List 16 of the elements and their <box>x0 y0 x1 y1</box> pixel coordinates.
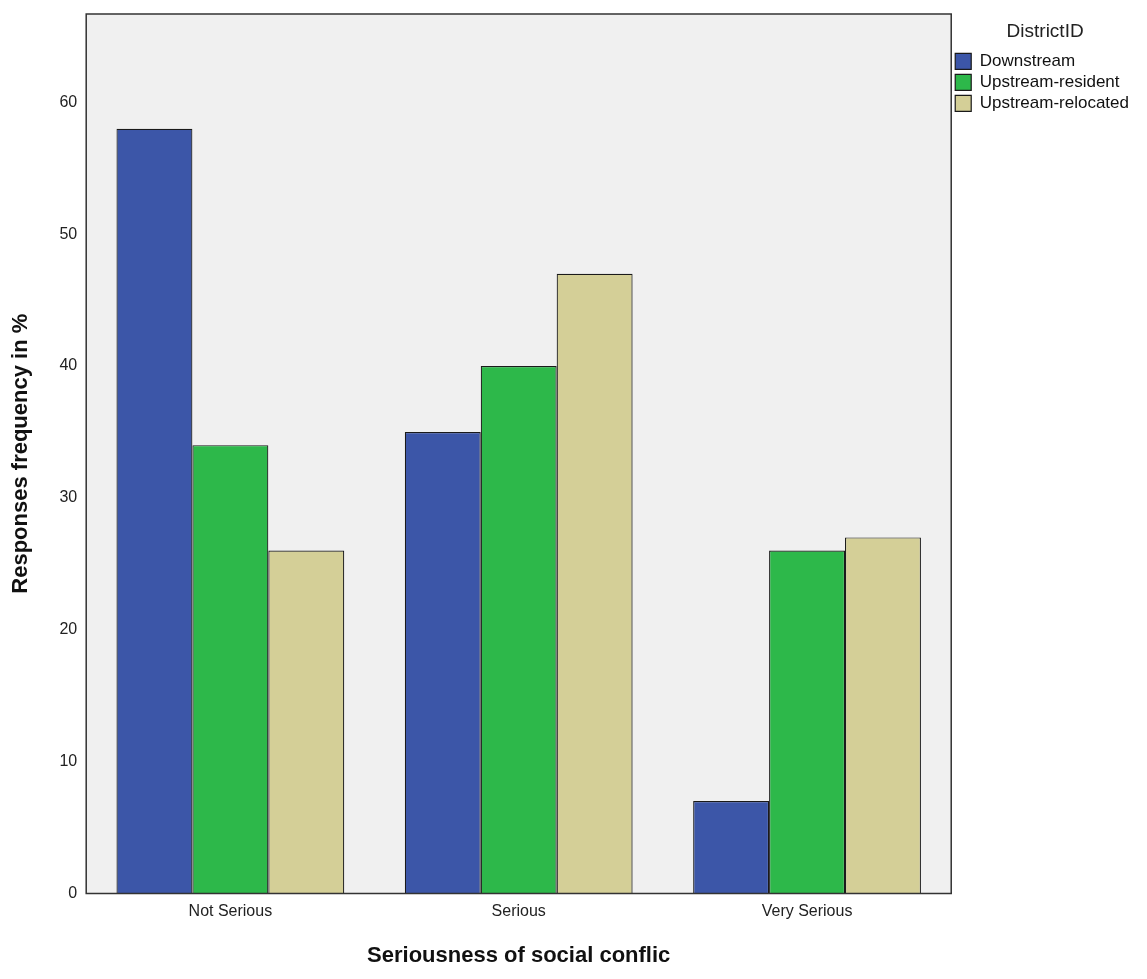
y-tick-label: 30 <box>59 488 78 506</box>
y-axis-title: Responses frequency in % <box>7 313 33 594</box>
y-tick-label: 20 <box>59 620 78 638</box>
x-axis-title: Seriousness of social conflic <box>367 941 671 967</box>
x-tick-label: Not Serious <box>188 902 273 920</box>
y-tick-label: 0 <box>68 883 78 901</box>
y-tick-label: 50 <box>59 224 78 242</box>
legend-label: Upstream-relocated <box>979 92 1129 112</box>
legend-label: Downstream <box>979 50 1076 70</box>
x-tick-label: Serious <box>491 902 546 920</box>
x-tick-label: Very Serious <box>761 902 853 920</box>
y-tick-label: 10 <box>59 751 78 769</box>
y-tick-label: 40 <box>59 356 78 374</box>
legend-title: DistrictID <box>1006 19 1084 41</box>
y-tick-label: 60 <box>59 92 78 110</box>
legend-label: Upstream-resident <box>979 71 1120 91</box>
